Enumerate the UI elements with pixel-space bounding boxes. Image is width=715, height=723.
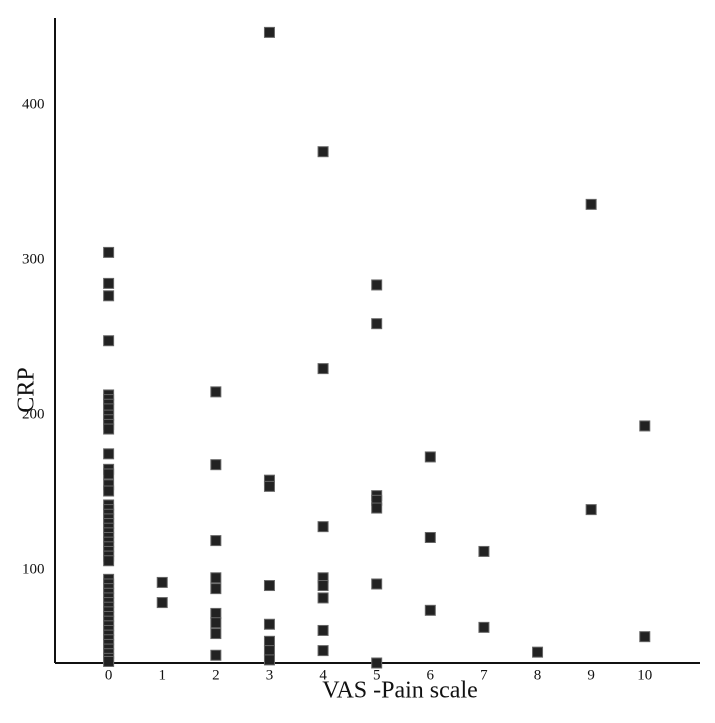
- point: [424, 604, 436, 616]
- x-tick-label: 10: [637, 667, 652, 683]
- point: [156, 576, 168, 588]
- y-tick-label: 200: [22, 407, 45, 423]
- point: [317, 363, 329, 375]
- point: [263, 26, 275, 38]
- point: [317, 146, 329, 158]
- point: [103, 555, 115, 567]
- point: [156, 597, 168, 609]
- y-tick-label: 100: [22, 561, 45, 577]
- point: [210, 535, 222, 547]
- point: [317, 624, 329, 636]
- point: [317, 592, 329, 604]
- point: [103, 290, 115, 302]
- point: [317, 645, 329, 657]
- point: [210, 607, 222, 619]
- point: [532, 646, 544, 658]
- point: [639, 631, 651, 643]
- x-tick-label: 2: [212, 667, 220, 683]
- x-tick-label: 4: [319, 667, 327, 683]
- point: [103, 485, 115, 497]
- point: [263, 480, 275, 492]
- point: [585, 504, 597, 516]
- point: [103, 448, 115, 460]
- point: [371, 318, 383, 330]
- point: [210, 617, 222, 629]
- point: [103, 246, 115, 258]
- x-tick-label: 5: [373, 667, 381, 683]
- point: [263, 645, 275, 657]
- point: [103, 277, 115, 289]
- x-axis-title: VAS -Pain scale: [322, 678, 478, 704]
- point: [103, 655, 115, 667]
- point: [371, 279, 383, 291]
- x-tick-label: 7: [480, 667, 488, 683]
- point: [424, 531, 436, 543]
- x-tick-label: 9: [587, 667, 595, 683]
- point: [210, 649, 222, 661]
- x-tick-label: 8: [534, 667, 542, 683]
- point: [317, 580, 329, 592]
- point: [263, 635, 275, 647]
- point: [103, 468, 115, 480]
- point: [371, 578, 383, 590]
- x-tick-label: 0: [105, 667, 113, 683]
- point: [210, 628, 222, 640]
- point: [263, 580, 275, 592]
- point: [263, 618, 275, 630]
- point: [371, 502, 383, 514]
- y-tick-label: 300: [22, 252, 45, 268]
- point: [478, 545, 490, 557]
- x-tick-label: 3: [266, 667, 274, 683]
- y-axis-title: CRP: [14, 367, 40, 412]
- point: [263, 654, 275, 666]
- point: [103, 423, 115, 435]
- point: [478, 621, 490, 633]
- x-tick-label: 6: [427, 667, 435, 683]
- y-tick-label: 400: [22, 97, 45, 113]
- point: [317, 521, 329, 533]
- point: [371, 657, 383, 669]
- point: [424, 451, 436, 463]
- point: [639, 420, 651, 432]
- point: [103, 335, 115, 347]
- point: [210, 386, 222, 398]
- point: [585, 198, 597, 210]
- point: [210, 583, 222, 595]
- x-tick-label: 1: [158, 667, 166, 683]
- point: [210, 572, 222, 584]
- point: [210, 459, 222, 471]
